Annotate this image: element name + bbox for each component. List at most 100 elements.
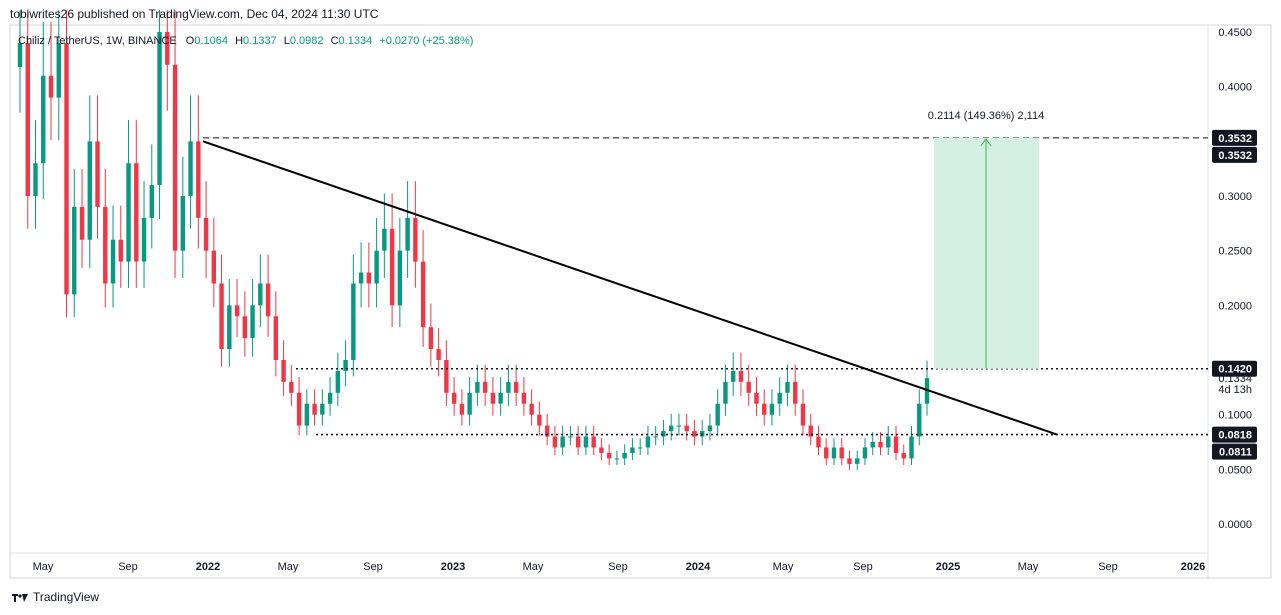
candle-body (389, 228, 395, 306)
target-arrow-head-icon (980, 137, 992, 147)
candle-body (591, 436, 596, 448)
candle-body (513, 381, 519, 393)
y-tick-label: 0.4000 (1218, 82, 1252, 94)
candle-body (544, 425, 550, 437)
candle-body (250, 305, 255, 339)
candle-body (870, 442, 875, 448)
price-badge-label: 0.0811 (1219, 447, 1252, 459)
candle-body (606, 452, 612, 459)
high-label: H (235, 35, 244, 47)
low-label: L (283, 35, 290, 47)
price-badge-label: 0.0818 (1218, 430, 1252, 442)
candle-body (901, 452, 906, 459)
candle-body (165, 32, 170, 65)
candle-body (847, 458, 852, 464)
candle-body (141, 217, 147, 262)
price-badge (1212, 426, 1257, 443)
tradingview-logo-icon (12, 592, 28, 602)
candle-body (498, 392, 503, 404)
price-badge (1212, 129, 1257, 146)
candle-body (48, 75, 54, 98)
candle-body (785, 381, 790, 393)
close-label: C (330, 35, 339, 47)
candle-body (397, 250, 403, 306)
candle-body (475, 381, 480, 393)
candle-body (668, 425, 674, 432)
candle-body (227, 305, 232, 350)
candle-body (862, 447, 868, 459)
candle-body (64, 42, 69, 295)
candle-body (506, 381, 511, 393)
candle-body (335, 370, 341, 393)
candle-body (637, 447, 643, 449)
candle-body (374, 250, 379, 284)
candle-body (839, 447, 844, 459)
candle-body (327, 392, 333, 404)
candle-body (343, 360, 348, 371)
candle-body (25, 42, 30, 196)
candle-body (746, 381, 751, 393)
candle-body (428, 327, 434, 350)
candle-body (366, 272, 372, 284)
candle-body (281, 360, 286, 382)
y-tick-label: 0.0000 (1218, 519, 1252, 531)
high-value: 0.1337 (243, 35, 277, 47)
candle-body (715, 403, 720, 426)
publisher-line: tobiwrites26 published on TradingView.co… (10, 7, 379, 21)
x-tick-label: Sep (608, 561, 628, 573)
candle-body (769, 403, 775, 415)
candle-body (79, 206, 85, 240)
candle-body (855, 458, 860, 464)
symbol-name[interactable]: Chiliz / TetherUS, 1W, BINANCE (18, 35, 177, 47)
candle-body (583, 436, 589, 448)
candle-body (196, 141, 201, 218)
x-tick-label: May (33, 561, 54, 573)
candle-body (180, 196, 185, 251)
candle-body (568, 436, 573, 438)
open-label: O (185, 35, 195, 47)
candle-body (405, 217, 410, 251)
y-tick-label: 0.0500 (1218, 464, 1252, 476)
price-axis-label: 4d 13h (1218, 384, 1252, 396)
candle-body (521, 392, 527, 404)
candle-body (599, 447, 604, 453)
y-tick-label: 0.3000 (1218, 191, 1252, 203)
candle-body (382, 228, 387, 251)
candle-body (560, 436, 565, 448)
candle-body (296, 392, 302, 426)
price-badge-label: 0.1420 (1218, 364, 1252, 376)
candle-body (459, 403, 465, 415)
candle-body (110, 239, 116, 284)
candle-body (95, 141, 100, 207)
footer-brand[interactable]: TradingView (12, 590, 99, 604)
candle-body (793, 381, 798, 404)
x-tick-label: Sep (118, 561, 138, 573)
candle-body (707, 425, 713, 432)
y-tick-label: 0.1000 (1218, 410, 1252, 422)
candle-body (149, 185, 154, 218)
x-tick-label: May (278, 561, 299, 573)
candle-body (134, 163, 139, 262)
y-tick-label: 0.2000 (1218, 300, 1252, 312)
x-tick-label: 2023 (441, 561, 465, 573)
candle-body (258, 283, 263, 306)
price-badge-label: 0.3532 (1218, 150, 1252, 162)
candle-body (451, 392, 457, 404)
candle-body (289, 381, 294, 393)
candle-body (320, 403, 325, 415)
candle-body (126, 163, 131, 262)
candle-body (878, 442, 883, 448)
open-value: 0.1064 (194, 35, 229, 47)
candle-body (490, 392, 496, 404)
low-value: 0.0982 (289, 35, 324, 47)
candle-body (420, 261, 426, 328)
price-badge (1212, 360, 1257, 377)
candle-body (17, 42, 23, 67)
y-tick-label: 0.4500 (1218, 27, 1252, 39)
candle-body (622, 452, 627, 459)
candle-body (211, 250, 217, 284)
x-tick-label: 2022 (196, 561, 220, 573)
candle-body (467, 392, 472, 415)
